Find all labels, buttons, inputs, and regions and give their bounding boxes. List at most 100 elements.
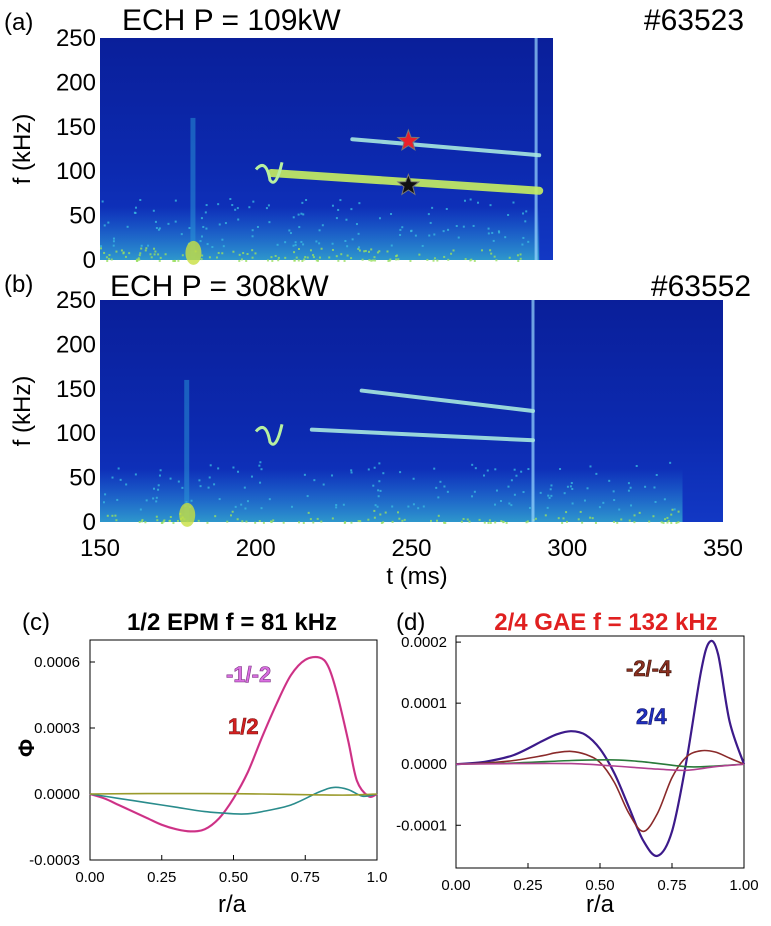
noise-speck [158,259,161,262]
noise-speck [312,254,315,257]
noise-speck [616,521,619,524]
noise-speck [391,520,394,523]
noise-speck [321,224,324,227]
panel-d-plot: 0.00 0.25 0.50 0.75 1.00 -0.0001 0.0000 0.0001 0… [396,634,758,894]
noise-speck [293,251,296,254]
noise-speck [221,252,224,255]
noise-speck [214,515,217,518]
noise-speck [586,487,589,490]
noise-speck [234,208,237,211]
noise-speck [666,521,669,524]
noise-speck [662,521,665,524]
chirp-line [254,423,284,446]
series-line [455,639,746,858]
noise-speck [302,213,305,216]
noise-speck [313,479,316,482]
noise-speck [215,256,218,259]
noise-speck [107,221,110,224]
x-tick-label: 350 [703,535,743,562]
noise-speck [355,223,358,226]
noise-speck [221,238,224,241]
noise-speck [301,201,304,204]
noise-speck [677,521,680,524]
burst-column [190,117,196,260]
noise-speck [407,505,410,508]
panel-d-annot-2: 2/4 [636,704,667,729]
noise-speck [103,251,106,254]
noise-speck [119,478,122,481]
noise-speck [510,504,513,507]
panel-b-label: (b) [4,271,33,298]
noise-speck [571,488,574,491]
noise-speck [312,521,315,524]
noise-speck [401,226,404,229]
spectrogram-a-features [100,38,544,265]
noise-speck [301,259,304,262]
noise-speck [245,520,248,523]
noise-speck [164,253,167,256]
noise-speck [292,244,295,247]
noise-speck [351,238,354,241]
noise-speck [207,486,210,489]
noise-speck [150,256,153,259]
noise-speck [267,204,270,207]
noise-speck [396,254,399,257]
noise-speck [199,240,202,243]
noise-speck [156,519,159,522]
noise-speck [305,199,308,202]
noise-speck [346,245,349,248]
noise-speck [629,486,632,489]
noise-speck [231,510,234,513]
noise-speck [528,506,531,509]
noise-speck [613,520,616,523]
noise-speck [675,521,678,524]
noise-speck [251,249,254,252]
noise-speck [372,484,375,487]
noise-speck [240,258,243,261]
noise-speck [297,259,300,262]
x-tick-label: 0.75 [291,869,320,886]
x-tick-label: 0.50 [585,877,614,894]
noise-speck [218,498,221,501]
noise-speck [335,255,338,258]
noise-speck [318,256,321,259]
noise-speck [579,510,582,513]
noise-speck [331,474,334,477]
noise-speck [374,504,377,507]
noise-speck [667,520,670,523]
noise-speck [403,518,406,521]
noise-speck [526,520,529,523]
burst-core [179,502,196,527]
noise-speck [304,256,307,259]
noise-speck [112,240,115,243]
noise-speck [252,200,255,203]
noise-speck [357,232,360,235]
noise-speck [258,464,261,467]
x-tick-label: 1.0 [367,869,388,886]
noise-speck [466,518,469,521]
x-tick-label: 250 [391,535,431,562]
noise-speck [200,235,203,238]
noise-band [100,468,683,522]
noise-speck [103,224,106,227]
noise-speck [144,521,147,524]
noise-speck [522,491,525,494]
mode-line [309,427,535,443]
noise-speck [315,240,318,243]
noise-speck [274,254,277,257]
noise-speck [653,486,656,489]
noise-speck [421,244,424,247]
noise-speck [677,510,680,513]
noise-speck [427,213,430,216]
noise-speck [507,485,510,488]
noise-speck [174,220,177,223]
noise-speck [489,521,492,524]
y-tick-label: 0.0000 [34,786,80,803]
noise-speck [358,249,361,252]
noise-speck [300,240,303,243]
noise-speck [108,254,111,257]
noise-speck [309,518,312,521]
noise-speck [390,244,393,247]
noise-speck [125,483,128,486]
